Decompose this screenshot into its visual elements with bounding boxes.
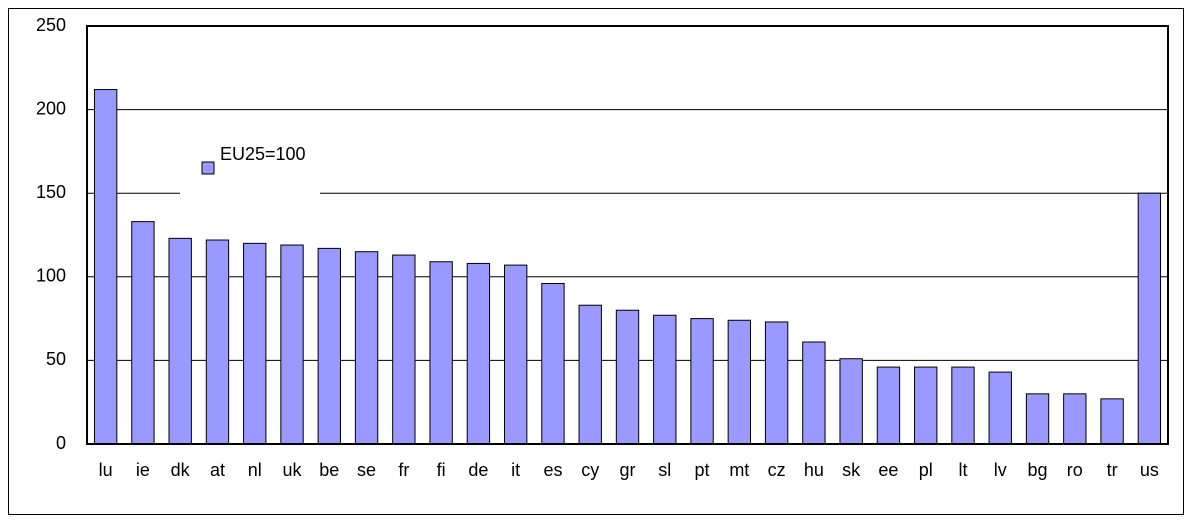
x-tick-label: nl — [248, 460, 262, 480]
x-tick-label: fi — [437, 460, 446, 480]
x-tick-label: lt — [958, 460, 967, 480]
bar — [503, 264, 528, 445]
bar — [615, 309, 640, 445]
x-tick-label: cz — [768, 460, 786, 480]
bar — [764, 321, 789, 445]
x-tick-label: tr — [1107, 460, 1118, 480]
x-tick-label: bg — [1028, 460, 1048, 480]
y-tick-label: 200 — [36, 98, 66, 118]
x-tick-label: pt — [695, 460, 710, 480]
bar — [243, 242, 267, 445]
bar — [354, 251, 379, 445]
legend-label: EU25=100 — [220, 144, 306, 164]
x-tick-label: pl — [919, 460, 933, 480]
bar — [168, 237, 192, 445]
x-tick-label: uk — [283, 460, 303, 480]
bar — [951, 366, 975, 445]
x-tick-label: lu — [99, 460, 113, 480]
x-tick-label: cy — [581, 460, 599, 480]
bar — [839, 358, 863, 445]
bar — [131, 221, 155, 445]
x-tick-label: be — [319, 460, 339, 480]
x-tick-label: dk — [171, 460, 191, 480]
x-tick-label: hu — [804, 460, 824, 480]
bar — [317, 247, 341, 445]
bar — [1137, 192, 1162, 445]
y-tick-label: 50 — [46, 349, 66, 369]
x-tick-label: ee — [878, 460, 898, 480]
bar — [466, 262, 491, 445]
bar — [914, 366, 938, 445]
bar — [802, 341, 826, 445]
bar — [690, 318, 714, 445]
bar — [727, 319, 752, 445]
x-tick-label: mt — [729, 460, 749, 480]
bar — [280, 244, 304, 445]
x-tick-label: us — [1140, 460, 1159, 480]
y-tick-label: 0 — [56, 433, 66, 453]
x-tick-label: it — [511, 460, 520, 480]
x-tick-label: ie — [136, 460, 150, 480]
x-tick-label: fr — [398, 460, 409, 480]
bar — [392, 254, 416, 445]
y-tick-label: 150 — [36, 182, 66, 202]
x-tick-label: es — [543, 460, 562, 480]
bar — [988, 371, 1012, 445]
x-tick-label: de — [468, 460, 488, 480]
bar — [578, 304, 602, 445]
x-tick-label: lv — [994, 460, 1007, 480]
bar — [1025, 393, 1050, 445]
bar — [541, 282, 565, 445]
legend-box — [180, 128, 320, 194]
x-tick-label: sl — [658, 460, 671, 480]
bar — [653, 314, 677, 445]
legend-swatch — [201, 161, 215, 175]
x-tick-label: ro — [1067, 460, 1083, 480]
x-tick-label: at — [210, 460, 225, 480]
x-tick-label: gr — [619, 460, 635, 480]
x-tick-label: se — [357, 460, 376, 480]
bar — [1100, 398, 1124, 445]
x-tick-label: sk — [842, 460, 861, 480]
bar — [205, 239, 230, 445]
bar — [93, 89, 118, 445]
bar — [429, 261, 453, 445]
bar — [876, 366, 901, 445]
y-tick-label: 250 — [36, 15, 66, 35]
y-tick-label: 100 — [36, 266, 66, 286]
bar — [1063, 393, 1087, 445]
